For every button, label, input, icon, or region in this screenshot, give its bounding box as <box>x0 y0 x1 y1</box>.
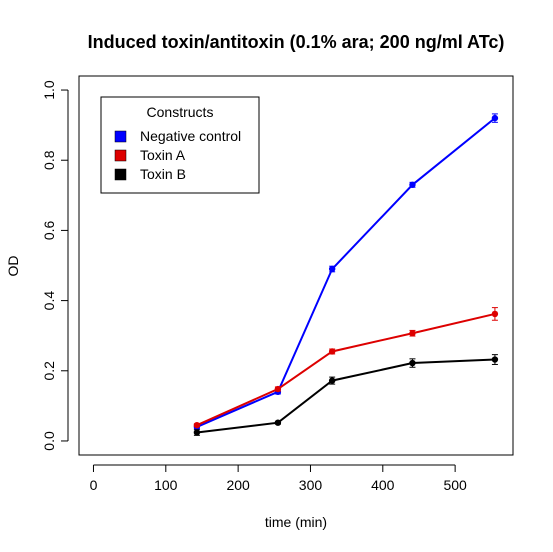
legend-box <box>100 96 260 194</box>
chart-title: Induced toxin/antitoxin (0.1% ara; 200 n… <box>88 32 505 52</box>
data-point <box>491 310 499 318</box>
y-tick-label: 0.2 <box>41 361 57 381</box>
y-axis: 0.0 0.2 0.4 0.6 0.8 1.0 <box>41 80 69 451</box>
y-tick-label: 1.0 <box>41 80 57 100</box>
legend-title: Constructs <box>147 104 214 120</box>
data-point <box>193 421 201 429</box>
legend-label: Negative control <box>140 128 241 144</box>
data-point <box>193 429 201 436</box>
legend-swatch <box>114 149 127 162</box>
data-point <box>274 419 282 426</box>
x-tick-label: 500 <box>443 477 467 493</box>
data-point <box>274 385 282 393</box>
legend: Constructs Negative control Toxin A Toxin … <box>100 96 260 194</box>
legend-swatch <box>114 130 127 143</box>
x-tick-label: 300 <box>299 477 323 493</box>
series-toxin-b <box>193 354 499 436</box>
plot-frame <box>78 75 514 456</box>
series-line <box>196 358 495 434</box>
x-axis: 0 100 200 300 400 500 <box>90 464 467 493</box>
series-layer <box>193 113 499 436</box>
data-point <box>409 359 416 367</box>
x-axis-label: time (min) <box>265 514 327 530</box>
y-axis-label: OD <box>5 256 21 277</box>
data-point <box>491 356 499 363</box>
data-point <box>328 377 336 384</box>
data-point <box>491 114 499 122</box>
x-tick-label: 100 <box>154 477 178 493</box>
data-point <box>328 348 336 355</box>
data-point <box>409 181 416 188</box>
legend-label: Toxin B <box>140 166 186 182</box>
x-tick-label: 0 <box>90 477 98 493</box>
x-tick-label: 400 <box>371 477 395 493</box>
x-tick-label: 200 <box>226 477 250 493</box>
legend-label: Toxin A <box>140 147 186 163</box>
data-point <box>328 265 336 273</box>
legend-swatch <box>114 168 127 181</box>
data-point <box>409 330 416 337</box>
series-toxin-a <box>193 307 499 429</box>
legend-entries: Negative control Toxin A Toxin B <box>114 128 241 182</box>
y-tick-label: 0.0 <box>41 431 57 451</box>
y-tick-label: 0.4 <box>41 291 57 311</box>
y-tick-label: 0.8 <box>41 150 57 170</box>
y-tick-label: 0.6 <box>41 220 57 240</box>
